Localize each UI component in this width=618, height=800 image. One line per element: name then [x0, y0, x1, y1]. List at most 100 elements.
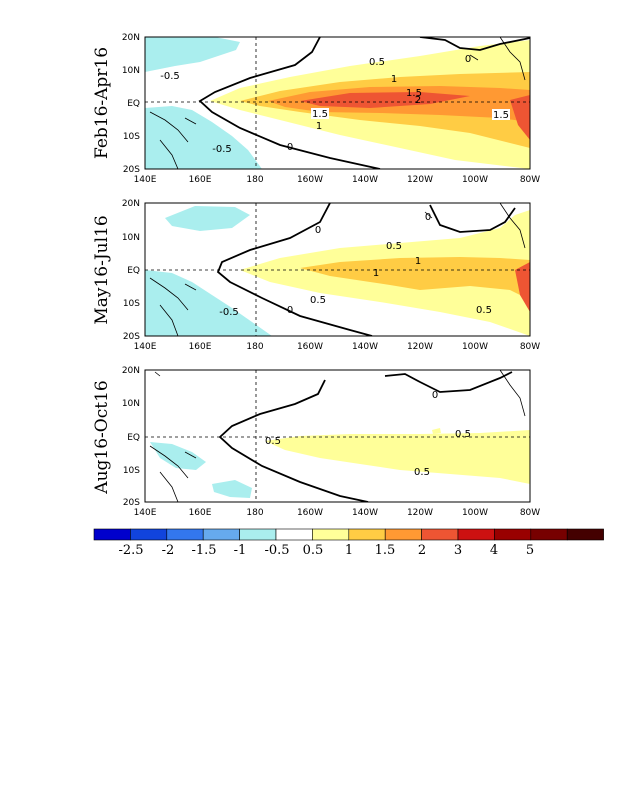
x-tick: 120W [407, 342, 433, 352]
colorbar-swatch [312, 528, 350, 541]
x-tick: 160E [189, 342, 212, 352]
colorbar-label: -1 [234, 543, 247, 558]
contour-label: 1.5 [406, 88, 422, 99]
contour-label: 0.5 [414, 467, 430, 478]
y-tick: 20S [123, 498, 140, 508]
negative-anomaly-region [145, 37, 240, 72]
colorbar-swatch [494, 528, 532, 541]
x-tick: 100W [462, 175, 488, 185]
x-tick: 180 [246, 508, 263, 518]
x-tick: 180 [246, 342, 263, 352]
coastline [149, 203, 526, 336]
contour-label: 0.5 [369, 57, 385, 68]
x-tick: 160W [297, 175, 323, 185]
contour-label: 0.5 [455, 429, 471, 440]
zero-contour [419, 37, 530, 51]
map-frame [144, 369, 531, 503]
zero-contour [198, 37, 381, 169]
anomaly-0.5-region [432, 428, 441, 434]
y-tick: EQ [127, 266, 140, 276]
colorbar-swatch [202, 528, 240, 541]
colorbar-label: 4 [490, 543, 498, 558]
y-tick: 10S [123, 466, 140, 476]
contour-label: -0.5 [160, 71, 180, 82]
zero-contour [429, 204, 516, 233]
y-tick: 10S [123, 132, 140, 142]
x-tick: 180 [246, 175, 263, 185]
negative-anomaly-region [145, 106, 262, 169]
x-tick: 140W [352, 508, 378, 518]
contour-label: 1 [373, 268, 379, 279]
colorbar-swatch [348, 528, 386, 541]
contour-label: 1.5 [312, 109, 328, 120]
colorbar-label: 1.5 [375, 543, 396, 558]
x-axis-ticks: 140E 160E 180 160W 140W 120W 100W 80W [134, 508, 541, 518]
colorbar-swatch [166, 528, 204, 541]
contour-label: 0 [465, 54, 471, 65]
colorbar-swatch [566, 528, 604, 541]
contour-label: 1 [415, 256, 421, 267]
contour-labels: 0.5 0.5 0.5 0 [265, 390, 471, 478]
contour-label: -0.5 [212, 144, 232, 155]
y-tick: EQ [127, 433, 140, 443]
negative-anomaly-region [145, 270, 272, 336]
colorbar-label: 2 [418, 543, 426, 558]
negative-anomaly-region [150, 442, 206, 470]
x-axis-ticks: 140E 160E 180 160W 140W 120W 100W 80W [134, 342, 541, 352]
panel-3: Aug16-Oct16 0.5 0.5 0.5 0 20N 10N EQ 10S… [92, 366, 540, 518]
colorbar: -2.5 -2 -1.5 -1 -0.5 0.5 1 1.5 2 3 4 5 [93, 528, 604, 558]
colorbar-label: 0.5 [303, 543, 324, 558]
y-tick: 20N [122, 199, 140, 209]
colorbar-swatch [239, 528, 277, 541]
colorbar-label: -2 [162, 543, 175, 558]
y-tick: 20N [122, 33, 140, 43]
map-frame [144, 202, 531, 337]
anomaly-2-region [300, 92, 470, 108]
contour-label: 0 [425, 212, 431, 223]
x-tick: 140W [352, 175, 378, 185]
x-tick: 140E [134, 342, 157, 352]
contour-label: 1 [316, 121, 322, 132]
y-axis-ticks: 20N 10N EQ 10S 20S [122, 366, 140, 508]
x-tick: 80W [520, 342, 540, 352]
x-tick: 160W [297, 508, 323, 518]
colorbar-swatch [421, 528, 459, 541]
colorbar-swatch [530, 528, 568, 541]
panel-2-label: May16-Jul16 [92, 215, 112, 324]
anomaly-1.5-region [515, 262, 530, 312]
x-tick: 160E [189, 175, 212, 185]
colorbar-label: -2.5 [118, 543, 143, 558]
colorbar-swatch [275, 528, 313, 541]
y-tick: 20N [122, 366, 140, 376]
y-tick: 10S [123, 299, 140, 309]
y-tick: 20S [123, 332, 140, 342]
x-tick: 140E [134, 508, 157, 518]
y-tick: 10N [122, 66, 140, 76]
contour-label: 1.5 [493, 110, 509, 121]
x-tick: 100W [462, 508, 488, 518]
colorbar-label: 5 [526, 543, 534, 558]
y-tick: 10N [122, 399, 140, 409]
x-tick: 160W [297, 342, 323, 352]
y-axis-ticks: 20N 10N EQ 10S 20S [122, 33, 140, 175]
negative-anomaly-region [212, 480, 252, 498]
zero-contour [216, 203, 373, 336]
colorbar-swatch [130, 528, 168, 541]
y-axis-ticks: 20N 10N EQ 10S 20S [122, 199, 140, 342]
x-tick: 160E [189, 508, 212, 518]
contour-label: 1 [391, 74, 397, 85]
x-tick: 100W [462, 342, 488, 352]
contour-labels: -0.5 0.5 1 1.5 2 1.5 1.5 1 -0.5 0 0 [156, 54, 510, 155]
contour-label: 0 [287, 142, 293, 153]
y-tick: 10N [122, 233, 140, 243]
contour-label: 2 [415, 95, 421, 106]
contour-label: -0.5 [219, 307, 239, 318]
panel-3-label: Aug16-Oct16 [92, 380, 112, 494]
colorbar-swatch [457, 528, 495, 541]
anomaly-0.5-region [265, 430, 530, 484]
contour-labels: 0 0.5 1 1 0.5 -0.5 0 0.5 0 [219, 212, 492, 318]
map-frame [144, 36, 531, 170]
x-tick: 80W [520, 175, 540, 185]
x-axis-ticks: 140E 160E 180 160W 140W 120W 100W 80W [134, 175, 541, 185]
